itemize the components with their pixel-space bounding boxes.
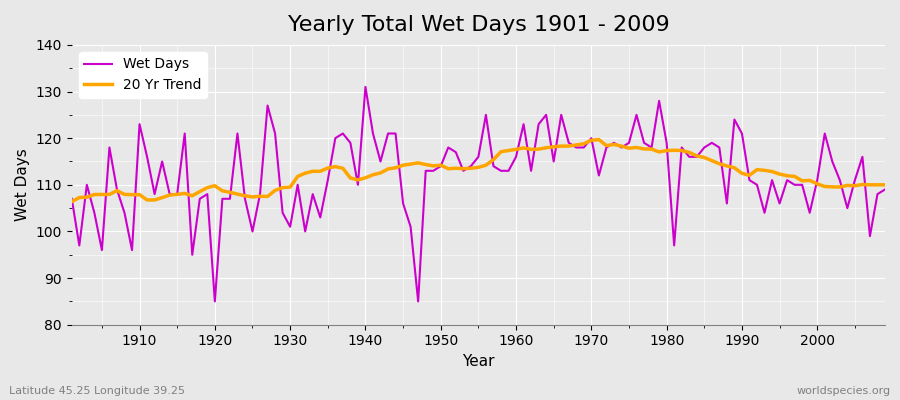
20 Yr Trend — [338, 166, 348, 171]
Line: Wet Days: Wet Days — [72, 87, 885, 302]
Wet Days — [67, 196, 77, 201]
Legend: Wet Days, 20 Yr Trend: Wet Days, 20 Yr Trend — [78, 52, 207, 98]
Title: Yearly Total Wet Days 1901 - 2009: Yearly Total Wet Days 1901 - 2009 — [287, 15, 670, 35]
20 Yr Trend — [879, 182, 890, 187]
Y-axis label: Wet Days: Wet Days — [15, 148, 30, 221]
Wet Days — [210, 299, 220, 304]
Wet Days — [345, 140, 356, 145]
Text: worldspecies.org: worldspecies.org — [796, 386, 891, 396]
20 Yr Trend — [67, 199, 77, 204]
20 Yr Trend — [503, 148, 514, 153]
Wet Days — [616, 145, 627, 150]
Wet Days — [879, 187, 890, 192]
X-axis label: Year: Year — [462, 354, 495, 369]
20 Yr Trend — [608, 142, 619, 147]
Line: 20 Yr Trend: 20 Yr Trend — [72, 140, 885, 202]
20 Yr Trend — [292, 174, 303, 179]
Wet Days — [360, 84, 371, 89]
Wet Days — [300, 229, 310, 234]
20 Yr Trend — [127, 192, 138, 197]
Wet Days — [127, 248, 138, 252]
20 Yr Trend — [593, 137, 604, 142]
Text: Latitude 45.25 Longitude 39.25: Latitude 45.25 Longitude 39.25 — [9, 386, 185, 396]
Wet Days — [518, 122, 529, 126]
Wet Days — [526, 168, 536, 173]
20 Yr Trend — [510, 147, 521, 152]
